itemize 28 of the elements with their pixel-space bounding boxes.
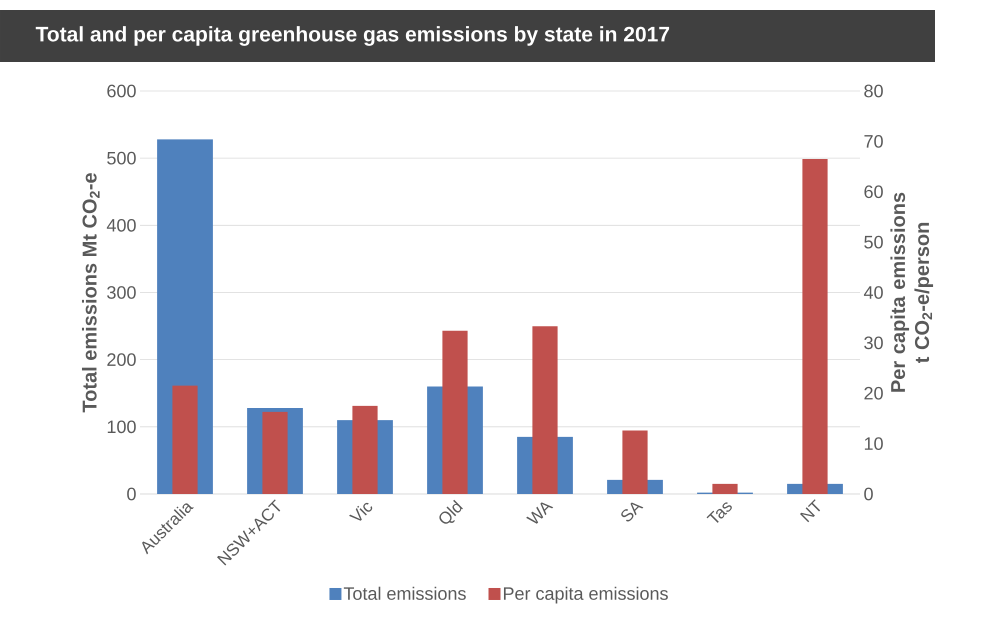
bar: [172, 386, 198, 494]
y-tick-label: 500: [107, 152, 136, 165]
x-tick-label: WA: [526, 502, 554, 524]
x-tick-label: NT: [800, 499, 820, 522]
y-tick-label: 400: [106, 218, 136, 232]
y2-tick-label: 80: [864, 84, 883, 98]
chart-title: Total and per capita greenhouse gas emissions by state in 2017: [36, 26, 670, 46]
y-axis-title: Total emissions Mt CO$_{2}$-e: [82, 173, 100, 412]
y2-tick-label: 10: [864, 437, 883, 450]
y2-tick-label: 0: [864, 488, 873, 500]
bar: [712, 484, 738, 494]
y2-tick-label: 60: [864, 185, 883, 198]
x-tick-label: Qld: [439, 500, 463, 524]
y-tick-label: 0: [127, 488, 136, 500]
y-tick-label: 600: [107, 84, 136, 98]
y2-tick-label: 70: [864, 134, 883, 148]
y2-tick-label: 50: [864, 236, 883, 248]
x-tick-label: SA: [621, 502, 644, 522]
y2-tick-label: 20: [864, 386, 883, 400]
y2-tick-label: 30: [864, 336, 883, 350]
x-tick-label: Vic: [349, 502, 372, 521]
legend-label: Total emissions: [344, 586, 466, 600]
y2-tick-label: 40: [864, 286, 883, 299]
legend-label: Per capita emissions: [504, 586, 668, 604]
y-tick-label: 300: [107, 286, 136, 299]
y-tick-label: 100: [108, 420, 136, 434]
y-tick-label: 200: [107, 353, 136, 366]
x-tick-label: Tas: [706, 502, 732, 523]
